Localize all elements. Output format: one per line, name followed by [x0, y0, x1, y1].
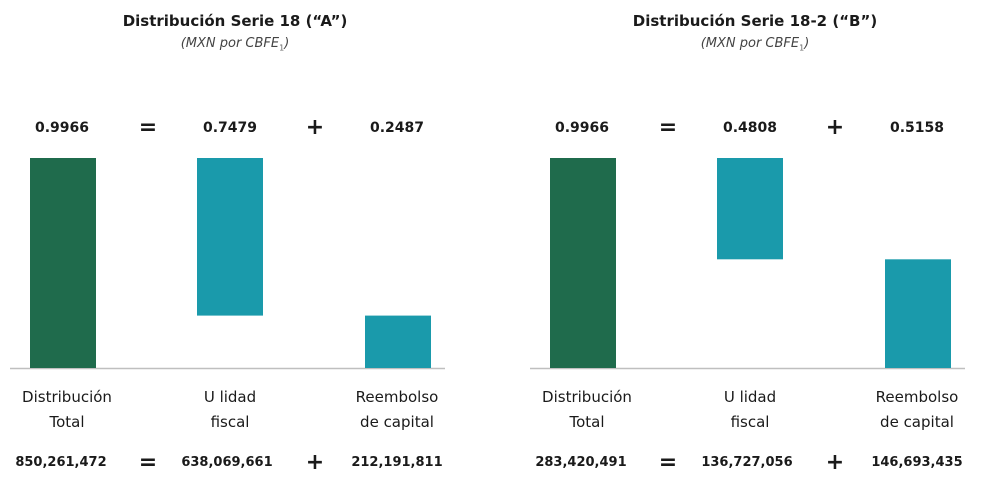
category-label-reembolso: Reembolso de capital [337, 385, 457, 435]
footnote-marker: 1 [279, 43, 285, 53]
chart-title: Distribución Serie 18 (“A”) [122, 12, 348, 30]
footnote-marker: 1 [799, 43, 805, 53]
equals-operator: = [138, 115, 158, 140]
category-line: de capital [360, 413, 434, 431]
bar-reembolso [885, 259, 951, 368]
subtitle-close: ) [284, 36, 290, 51]
value-label-utilidad: 0.4808 [722, 120, 778, 136]
chart-panel-b: Distribución Serie 18-2 (“B”) (MXN por C… [520, 0, 982, 478]
chart-title: Distribución Serie 18-2 (“B”) [632, 12, 878, 30]
category-line: U lidad [203, 388, 257, 406]
chart-subtitle: (MXN por CBFE1) [0, 36, 470, 53]
chart-subtitle: (MXN por CBFE1) [520, 36, 982, 53]
category-line: Total [569, 413, 605, 431]
equals-operator-bottom: = [138, 450, 158, 475]
category-line: Distribución [22, 388, 112, 406]
category-label-total: Distribución Total [7, 385, 127, 435]
total-amount: 850,261,472 [15, 455, 107, 470]
utilidad-amount: 136,727,056 [701, 455, 793, 470]
category-line: de capital [880, 413, 954, 431]
category-line: Reembolso [355, 388, 439, 406]
equals-operator-bottom: = [658, 450, 678, 475]
reembolso-amount: 146,693,435 [871, 455, 963, 470]
category-label-utilidad: U lidad fiscal [170, 385, 290, 435]
bar-utilidad [717, 158, 783, 260]
category-line: Total [49, 413, 85, 431]
plus-operator: + [305, 115, 325, 140]
chart-panel-a: Distribución Serie 18 (“A”) (MXN por CBF… [0, 0, 470, 478]
bar-reembolso [365, 315, 431, 368]
subtitle-close: ) [804, 36, 810, 51]
category-line: Reembolso [875, 388, 959, 406]
total-amount: 283,420,491 [535, 455, 627, 470]
utilidad-amount: 638,069,661 [181, 455, 273, 470]
subtitle-text: (MXN por CBFE [700, 36, 800, 51]
bar-total [550, 158, 616, 368]
category-label-total: Distribución Total [527, 385, 647, 435]
waterfall-chart [10, 158, 445, 370]
category-label-reembolso: Reembolso de capital [857, 385, 977, 435]
plus-operator: + [825, 115, 845, 140]
bar-utilidad [197, 158, 263, 316]
category-line: fiscal [210, 413, 250, 431]
equals-operator: = [658, 115, 678, 140]
category-line: Distribución [542, 388, 632, 406]
category-line: fiscal [730, 413, 770, 431]
waterfall-chart [530, 158, 965, 370]
value-label-reembolso: 0.5158 [889, 120, 945, 136]
value-label-utilidad: 0.7479 [202, 120, 258, 136]
subtitle-text: (MXN por CBFE [180, 36, 280, 51]
value-label-reembolso: 0.2487 [369, 120, 425, 136]
category-label-utilidad: U lidad fiscal [690, 385, 810, 435]
value-label-total: 0.9966 [34, 120, 90, 136]
value-label-total: 0.9966 [554, 120, 610, 136]
plus-operator-bottom: + [305, 450, 325, 475]
bar-total [30, 158, 96, 368]
plus-operator-bottom: + [825, 450, 845, 475]
category-line: U lidad [723, 388, 777, 406]
reembolso-amount: 212,191,811 [351, 455, 443, 470]
